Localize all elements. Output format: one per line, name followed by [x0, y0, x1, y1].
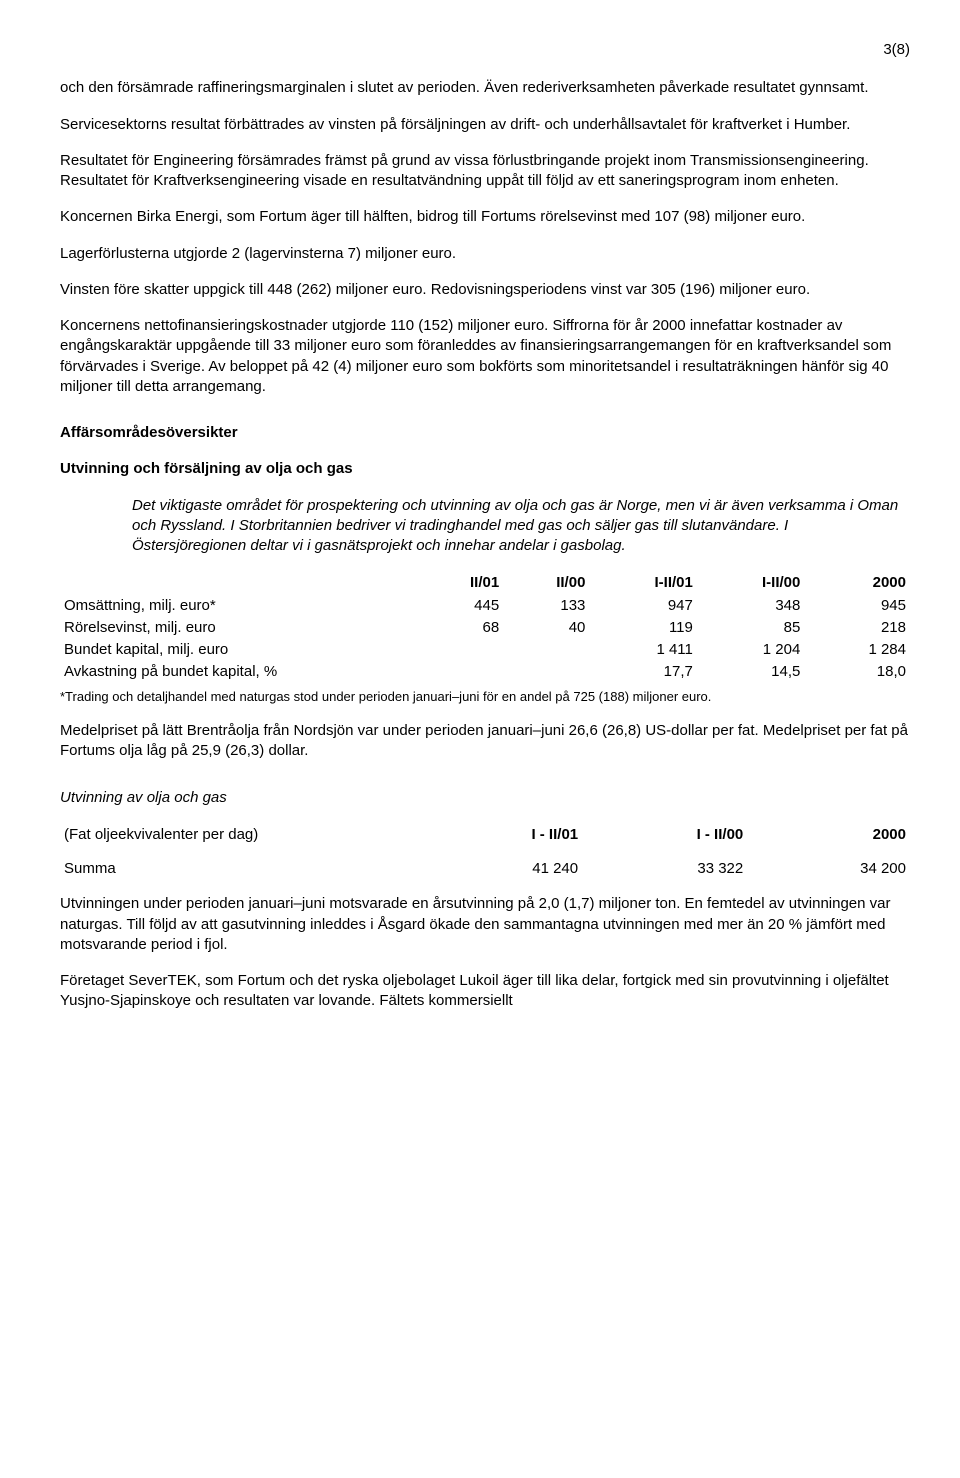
table-header: II/01 [417, 572, 503, 594]
table-cell: 133 [503, 595, 589, 617]
table-cell: 445 [417, 595, 503, 617]
paragraph: Företaget SeverTEK, som Fortum och det r… [60, 971, 910, 1012]
table-cell: 947 [589, 595, 696, 617]
paragraph: Koncernen Birka Energi, som Fortum äger … [60, 207, 910, 227]
section-heading: Affärsområdesöversikter [60, 423, 910, 443]
page-number: 3(8) [60, 40, 910, 60]
table-cell [417, 661, 503, 683]
paragraph: och den försämrade raffineringsmarginale… [60, 78, 910, 98]
table-header: I-II/00 [697, 572, 804, 594]
paragraph: Medelpriset på lätt Brentråolja från Nor… [60, 721, 910, 762]
table-cell: 40 [503, 617, 589, 639]
table-cell: Omsättning, milj. euro* [60, 595, 417, 617]
table-cell: 1 204 [697, 639, 804, 661]
table-cell: 41 240 [417, 858, 582, 880]
intro-italic: Det viktigaste området för prospektering… [132, 496, 900, 557]
table-row: Rörelsevinst, milj. euro 68 40 119 85 21… [60, 617, 910, 639]
table-cell: 17,7 [589, 661, 696, 683]
table-cell: Rörelsevinst, milj. euro [60, 617, 417, 639]
paragraph: Lagerförlusterna utgjorde 2 (lagervinste… [60, 244, 910, 264]
table-header: I - II/01 [417, 824, 582, 846]
table-cell: 218 [804, 617, 910, 639]
table-header: 2000 [804, 572, 910, 594]
paragraph: Servicesektorns resultat förbättrades av… [60, 115, 910, 135]
table-header-row: II/01 II/00 I-II/01 I-II/00 2000 [60, 572, 910, 594]
table-header: 2000 [747, 824, 910, 846]
table-cell: 68 [417, 617, 503, 639]
paragraph: Vinsten före skatter uppgick till 448 (2… [60, 280, 910, 300]
table-cell: Summa [60, 858, 417, 880]
table-cell: 1 284 [804, 639, 910, 661]
table-header: (Fat oljeekvivalenter per dag) [60, 824, 417, 846]
table-header [60, 572, 417, 594]
table-row: Avkastning på bundet kapital, % 17,7 14,… [60, 661, 910, 683]
table-cell [417, 639, 503, 661]
table-cell: Avkastning på bundet kapital, % [60, 661, 417, 683]
paragraph: Koncernens nettofinansieringskostnader u… [60, 316, 910, 397]
table-cell: 33 322 [582, 858, 747, 880]
table-cell [503, 661, 589, 683]
table-header-row: (Fat oljeekvivalenter per dag) I - II/01… [60, 824, 910, 846]
table-cell: 1 411 [589, 639, 696, 661]
extraction-table: (Fat oljeekvivalenter per dag) I - II/01… [60, 824, 910, 881]
paragraph: Resultatet för Engineering försämrades f… [60, 151, 910, 192]
table-header: I-II/01 [589, 572, 696, 594]
paragraph: Utvinningen under perioden januari–juni … [60, 894, 910, 955]
table-footnote: *Trading och detaljhandel med naturgas s… [60, 688, 910, 706]
table-cell: 18,0 [804, 661, 910, 683]
table-cell: Bundet kapital, milj. euro [60, 639, 417, 661]
table-cell [503, 639, 589, 661]
table-cell: 119 [589, 617, 696, 639]
table-header: I - II/00 [582, 824, 747, 846]
table-row: Summa 41 240 33 322 34 200 [60, 858, 910, 880]
subsection-heading: Utvinning och försäljning av olja och ga… [60, 459, 910, 479]
table-row: Omsättning, milj. euro* 445 133 947 348 … [60, 595, 910, 617]
table-header: II/00 [503, 572, 589, 594]
table-cell: 945 [804, 595, 910, 617]
table-cell: 348 [697, 595, 804, 617]
subsection-heading: Utvinning av olja och gas [60, 788, 910, 808]
table-cell: 85 [697, 617, 804, 639]
table-cell: 34 200 [747, 858, 910, 880]
financial-table: II/01 II/00 I-II/01 I-II/00 2000 Omsättn… [60, 572, 910, 683]
table-cell: 14,5 [697, 661, 804, 683]
table-row: Bundet kapital, milj. euro 1 411 1 204 1… [60, 639, 910, 661]
